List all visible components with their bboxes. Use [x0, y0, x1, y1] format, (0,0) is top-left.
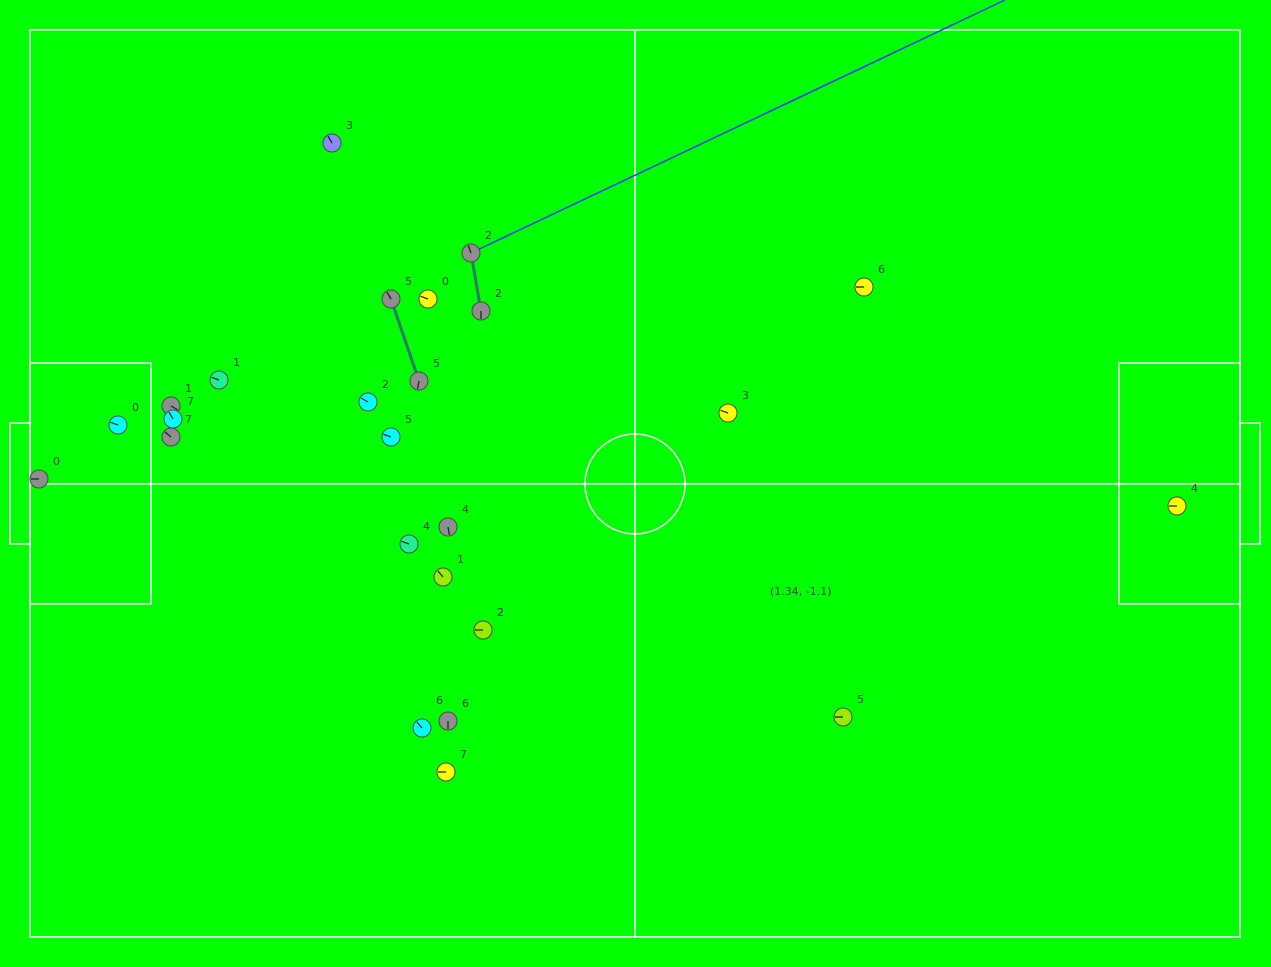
- robot-label: 2: [495, 287, 502, 300]
- robot-cyan-7[interactable]: 7: [163, 395, 194, 429]
- move-line: [469, 252, 483, 312]
- robot-heading: [420, 295, 429, 300]
- field-markings: [9, 29, 1261, 938]
- robot-heading: [467, 245, 472, 254]
- robot-label: 6: [462, 697, 469, 710]
- coordinate-readout: (1.34, -1.1): [770, 585, 832, 598]
- robot-cyan-6[interactable]: 6: [412, 694, 443, 738]
- robot-teal-1[interactable]: 1: [209, 356, 240, 390]
- robot-label: 5: [405, 275, 412, 288]
- robot-heading: [360, 397, 369, 403]
- move-line: [389, 298, 421, 382]
- robot-heading: [386, 291, 392, 300]
- robot-heading: [437, 570, 444, 578]
- robot-label: 7: [187, 395, 194, 408]
- robot-grey-2a[interactable]: 2: [461, 229, 492, 263]
- robot-label: 1: [457, 553, 464, 566]
- robot-grey-5a[interactable]: 5: [381, 275, 412, 309]
- robot-yellow-6[interactable]: 6: [854, 263, 885, 297]
- robot-cyan-5[interactable]: 5: [381, 413, 412, 447]
- robot-grey-5b[interactable]: 5: [409, 357, 440, 391]
- robot-heading: [170, 405, 179, 411]
- robot-yellow-3[interactable]: 3: [718, 389, 749, 423]
- robot-heading: [211, 376, 220, 381]
- robot-heading: [164, 431, 172, 438]
- robot-heading: [416, 380, 420, 390]
- robot-label: 4: [462, 503, 469, 516]
- robot-cyan-0[interactable]: 0: [108, 401, 139, 435]
- robot-label: 4: [423, 520, 430, 533]
- robot-heading: [168, 411, 174, 420]
- robot-lime-1[interactable]: 1: [433, 553, 464, 587]
- robot-cyan-2[interactable]: 2: [358, 378, 389, 412]
- robot-label: 4: [1191, 482, 1198, 495]
- robot-label: 0: [132, 401, 139, 414]
- robot-label: 7: [460, 748, 467, 761]
- robot-label: 0: [442, 275, 449, 288]
- pass-line: [470, 0, 1006, 254]
- robot-lime-5[interactable]: 5: [833, 693, 864, 727]
- robot-label: 3: [346, 119, 353, 132]
- robot-yellow-7[interactable]: 7: [436, 748, 467, 782]
- robot-label: 3: [742, 389, 749, 402]
- robot-label: 6: [878, 263, 885, 276]
- robot-purple-3[interactable]: 3: [322, 119, 353, 153]
- robot-label: 5: [405, 413, 412, 426]
- robot-label: 5: [857, 693, 864, 706]
- robot-teal-4[interactable]: 4: [399, 520, 430, 554]
- robot-label: 7: [185, 413, 192, 426]
- robot-grey-4[interactable]: 4: [438, 503, 469, 537]
- robot-label: 2: [382, 378, 389, 391]
- robot-label: 5: [433, 357, 440, 370]
- robot-heading: [447, 526, 451, 536]
- robot-heading: [383, 433, 392, 438]
- right-goal: [1239, 422, 1261, 545]
- robot-heading: [401, 540, 410, 545]
- robot-heading: [720, 409, 729, 414]
- robot-heading: [416, 721, 423, 729]
- robot-heading: [110, 421, 119, 426]
- robot-label: 1: [185, 382, 192, 395]
- robot-grey-2b[interactable]: 2: [471, 287, 502, 321]
- robot-label: 0: [53, 455, 60, 468]
- robot-grey-0[interactable]: 0: [29, 455, 60, 489]
- robot-label: 6: [436, 694, 443, 707]
- robot-grey-6[interactable]: 6: [438, 697, 469, 731]
- robot-label: 1: [233, 356, 240, 369]
- robot-lime-2[interactable]: 2: [473, 606, 504, 640]
- robot-yellow-4[interactable]: 4: [1167, 482, 1198, 516]
- robot-yellow-0[interactable]: 0: [418, 275, 449, 309]
- robot-label: 2: [497, 606, 504, 619]
- robot-label: 2: [485, 229, 492, 242]
- center-circle: [584, 433, 686, 535]
- left-goal: [9, 422, 31, 545]
- robot-heading: [327, 135, 333, 144]
